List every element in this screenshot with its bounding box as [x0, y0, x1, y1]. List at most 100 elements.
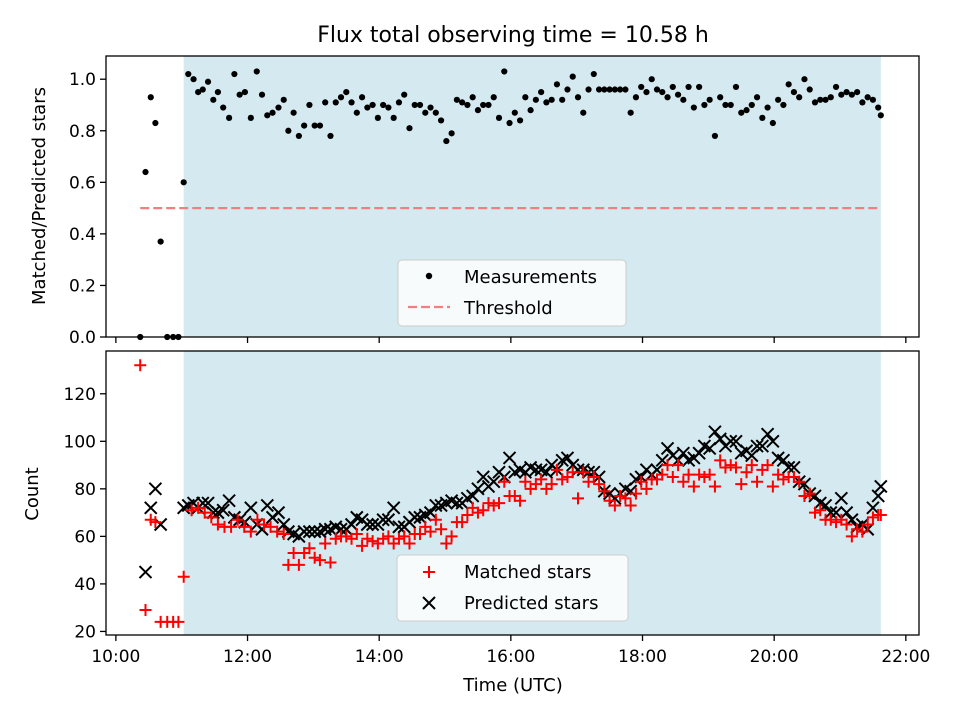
measurement-point	[231, 70, 238, 78]
measurement-point	[247, 114, 254, 121]
predicted-star-marker	[148, 482, 163, 496]
matched-star-marker	[545, 478, 558, 491]
matched-star-marker	[861, 518, 874, 531]
matched-star-marker	[761, 459, 774, 472]
measurement-point	[214, 88, 222, 96]
legend-box-bottom	[396, 554, 629, 622]
predicted-star-marker	[408, 510, 422, 525]
matched-star-marker	[440, 537, 453, 550]
measurement-point	[380, 101, 387, 109]
matched-star-marker	[292, 558, 305, 571]
matched-star-marker	[514, 494, 527, 507]
predicted-star-marker	[797, 477, 812, 491]
measurement-point	[680, 96, 687, 103]
predicted-star-marker	[824, 505, 838, 520]
predicted-star-marker	[334, 522, 348, 536]
matched-star-marker	[225, 520, 238, 533]
legend-label-matched: Matched stars	[464, 562, 591, 583]
measurement-point	[269, 109, 276, 116]
predicted-star-marker	[766, 434, 780, 449]
measurement-point	[580, 109, 587, 116]
predicted-star-marker	[702, 441, 717, 456]
measurement-point	[759, 114, 766, 121]
predicted-star-marker	[502, 451, 517, 465]
measurement-point	[432, 109, 439, 116]
legend-label-predicted: Predicted stars	[464, 593, 598, 614]
measurement-point	[464, 101, 471, 109]
measurement-point	[469, 94, 476, 101]
matched-star-marker	[598, 485, 611, 498]
measurement-point	[817, 96, 824, 103]
predicted-star-marker	[834, 491, 849, 506]
predicted-star-marker	[724, 434, 738, 449]
measurement-point	[748, 101, 755, 109]
predicted-star-marker	[297, 524, 311, 539]
predicted-star-marker	[260, 498, 274, 513]
matched-star-marker	[456, 516, 469, 529]
matched-star-marker	[766, 480, 779, 493]
matched-star-marker	[361, 532, 374, 545]
matched-star-marker	[185, 504, 198, 517]
measurement-point	[506, 119, 513, 127]
measurement-point	[622, 86, 629, 93]
predicted-star-marker	[745, 448, 759, 463]
predicted-star-marker	[776, 453, 791, 468]
predicted-star-marker	[360, 517, 375, 532]
measurement-point	[869, 96, 877, 103]
matched-star-marker	[435, 523, 448, 536]
matched-star-marker	[840, 518, 853, 531]
measurement-point	[859, 99, 866, 106]
measurement-point	[722, 101, 729, 109]
matched-star-marker	[231, 513, 244, 526]
matched-star-marker	[461, 508, 474, 521]
legend-box-top	[397, 259, 627, 327]
measurement-point	[385, 104, 392, 111]
measurement-point	[322, 99, 329, 106]
predicted-star-marker	[144, 501, 158, 515]
matched-star-marker	[614, 489, 627, 502]
measurement-point	[854, 88, 861, 96]
matched-star-marker	[244, 525, 257, 538]
matched-star-marker	[698, 470, 711, 483]
matched-star-marker	[851, 523, 864, 536]
matched-star-marker	[392, 532, 405, 545]
measurement-point	[220, 104, 227, 111]
y-tick-label: 0.8	[69, 122, 96, 142]
predicted-star-marker	[471, 482, 485, 496]
matched-star-marker	[629, 487, 642, 500]
measurement-point	[316, 122, 324, 129]
measurement-point	[195, 88, 202, 96]
measurement-point	[295, 132, 302, 140]
legend-label-threshold: Threshold	[463, 298, 553, 319]
matched-star-marker	[624, 499, 637, 512]
measurement-point	[690, 104, 697, 111]
predicted-star-marker	[660, 441, 675, 456]
measurement-point	[685, 83, 692, 91]
measurement-point	[775, 96, 782, 103]
matched-star-marker	[666, 470, 679, 483]
measurement-point	[843, 88, 850, 96]
measurement-point	[258, 91, 266, 98]
matched-star-marker	[519, 475, 532, 488]
predicted-star-marker	[839, 505, 854, 520]
x-tick-label: 16:00	[486, 647, 535, 667]
predicted-star-marker	[755, 439, 770, 453]
predicted-star-marker	[307, 524, 322, 539]
matched-star-marker	[313, 554, 326, 567]
measurement-point	[401, 91, 408, 98]
measurement-point	[796, 94, 803, 101]
matched-star-marker	[329, 532, 342, 545]
predicted-star-marker	[623, 484, 638, 498]
legend-marker-matched	[423, 566, 435, 578]
measurement-point	[674, 91, 682, 98]
predicted-star-marker	[244, 501, 258, 515]
measurement-point	[790, 88, 798, 96]
matched-star-marker	[398, 530, 411, 543]
matched-star-marker	[377, 532, 390, 545]
measurement-point	[480, 101, 487, 109]
measurement-point	[364, 104, 371, 111]
measurement-point	[569, 73, 576, 80]
measurement-point	[696, 83, 703, 91]
matched-star-marker	[211, 518, 224, 531]
predicted-star-marker	[450, 496, 464, 510]
